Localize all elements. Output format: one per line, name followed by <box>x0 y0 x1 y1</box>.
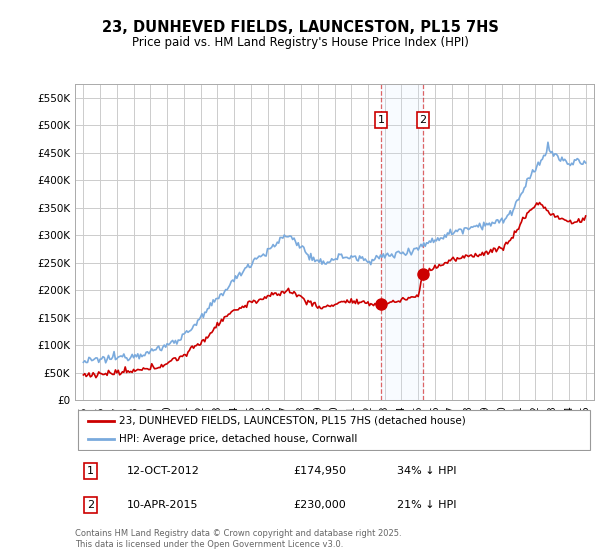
Text: 23, DUNHEVED FIELDS, LAUNCESTON, PL15 7HS (detached house): 23, DUNHEVED FIELDS, LAUNCESTON, PL15 7H… <box>119 416 466 426</box>
Text: 2: 2 <box>419 115 427 125</box>
Text: Price paid vs. HM Land Registry's House Price Index (HPI): Price paid vs. HM Land Registry's House … <box>131 36 469 49</box>
Text: £230,000: £230,000 <box>293 500 346 510</box>
Text: £174,950: £174,950 <box>293 466 346 476</box>
Text: 10-APR-2015: 10-APR-2015 <box>127 500 199 510</box>
Text: 1: 1 <box>87 466 94 476</box>
Text: 12-OCT-2012: 12-OCT-2012 <box>127 466 200 476</box>
Text: 34% ↓ HPI: 34% ↓ HPI <box>397 466 456 476</box>
Bar <box>381 84 423 400</box>
Text: 21% ↓ HPI: 21% ↓ HPI <box>397 500 456 510</box>
Text: 1: 1 <box>378 115 385 125</box>
Text: HPI: Average price, detached house, Cornwall: HPI: Average price, detached house, Corn… <box>119 434 358 444</box>
Text: Contains HM Land Registry data © Crown copyright and database right 2025.
This d: Contains HM Land Registry data © Crown c… <box>75 529 401 549</box>
FancyBboxPatch shape <box>77 410 590 450</box>
Text: 23, DUNHEVED FIELDS, LAUNCESTON, PL15 7HS: 23, DUNHEVED FIELDS, LAUNCESTON, PL15 7H… <box>101 20 499 35</box>
Text: 2: 2 <box>87 500 94 510</box>
